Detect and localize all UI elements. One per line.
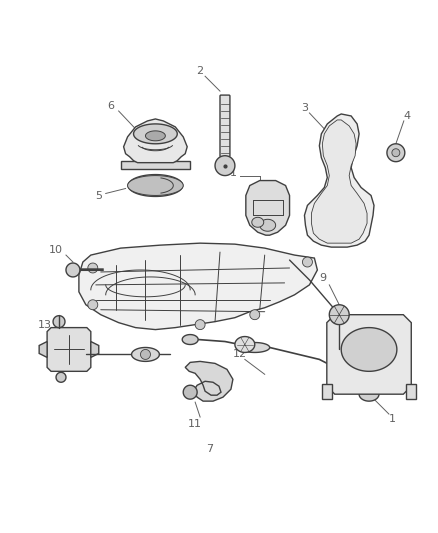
Text: 12: 12 [233,350,247,359]
Polygon shape [120,160,190,168]
Polygon shape [406,384,416,399]
Polygon shape [66,263,80,277]
Polygon shape [183,385,197,399]
Text: 10: 10 [49,245,63,255]
Polygon shape [246,181,290,235]
Polygon shape [134,124,177,144]
Text: 1: 1 [389,414,396,424]
Text: 8: 8 [400,329,407,340]
Polygon shape [304,114,374,247]
Polygon shape [329,305,349,325]
Text: 7: 7 [206,444,214,454]
Polygon shape [39,342,47,358]
Polygon shape [327,314,411,394]
Polygon shape [91,342,99,358]
Polygon shape [260,219,276,231]
Text: 1: 1 [230,167,237,177]
Text: 3: 3 [301,103,308,113]
Polygon shape [311,120,367,243]
Polygon shape [128,175,183,197]
Polygon shape [303,257,312,267]
Polygon shape [88,263,98,273]
Text: 11: 11 [188,419,202,429]
Polygon shape [215,156,235,175]
Polygon shape [392,149,400,157]
Text: 2: 2 [197,66,204,76]
Polygon shape [47,328,91,372]
Polygon shape [185,361,233,401]
Polygon shape [56,373,66,382]
Polygon shape [141,350,150,359]
Polygon shape [79,243,318,329]
Polygon shape [195,320,205,329]
Text: 13: 13 [38,320,52,329]
Polygon shape [182,335,198,344]
Text: 4: 4 [403,111,410,121]
Polygon shape [127,175,183,196]
Polygon shape [88,300,98,310]
Polygon shape [131,348,159,361]
Polygon shape [145,131,165,141]
Polygon shape [322,384,332,399]
Polygon shape [240,343,270,352]
Polygon shape [387,144,405,161]
Polygon shape [235,336,255,352]
Polygon shape [250,310,260,320]
Text: 5: 5 [95,191,102,201]
Polygon shape [53,316,65,328]
Text: 9: 9 [319,273,326,283]
Polygon shape [252,217,264,227]
Polygon shape [359,387,379,401]
FancyBboxPatch shape [220,95,230,157]
Text: 6: 6 [107,101,114,111]
Polygon shape [124,119,187,163]
Polygon shape [341,328,397,372]
